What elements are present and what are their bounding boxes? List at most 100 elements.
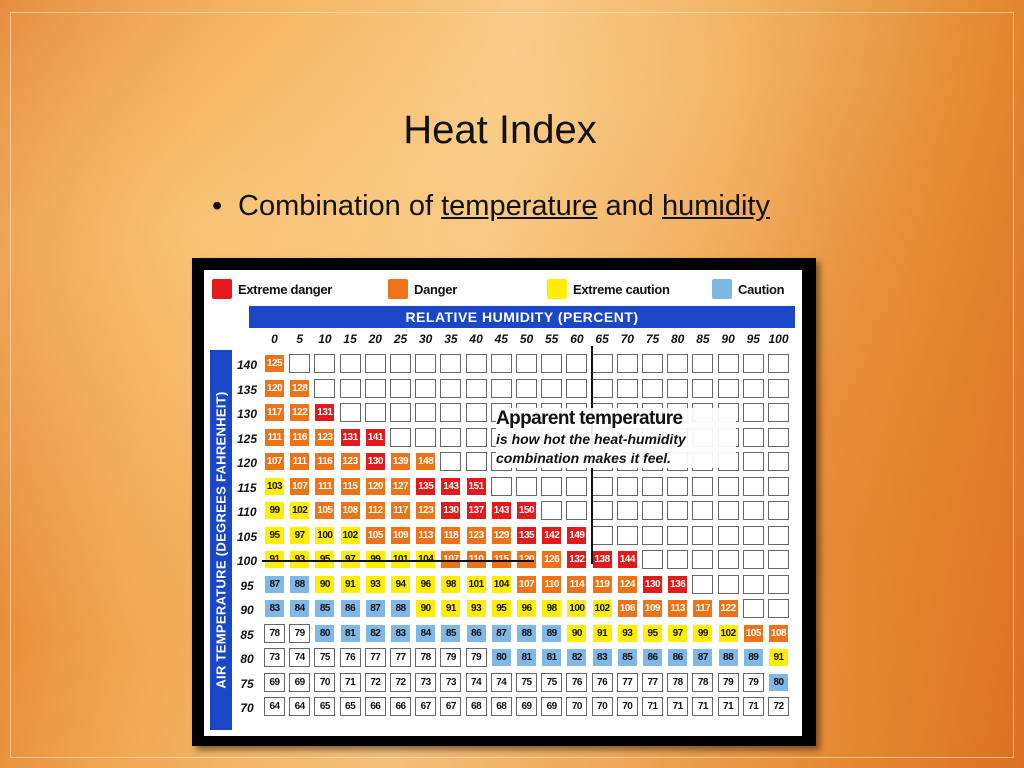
heat-index-cell: 101 [390, 550, 411, 569]
heat-index-cell: 102 [289, 501, 311, 520]
heat-index-cell: 99 [692, 623, 714, 643]
legend-extreme-caution: Extreme caution [547, 278, 670, 300]
heat-index-cell: 83 [264, 599, 285, 618]
heat-index-cell: 91 [768, 648, 789, 667]
heat-index-cell [465, 427, 487, 447]
heat-index-cell: 105 [742, 623, 764, 643]
humidity-tick: 40 [469, 332, 483, 346]
slide-frame [10, 12, 1014, 758]
heat-index-cell: 102 [591, 599, 613, 618]
heat-index-cell: 103 [264, 476, 285, 496]
heat-index-cell: 90 [415, 599, 437, 618]
temperature-tick: 135 [236, 382, 258, 397]
heat-index-cell [616, 525, 638, 545]
heat-index-cell [566, 378, 588, 398]
heat-index-cell: 70 [616, 697, 638, 716]
heat-index-cell: 70 [591, 697, 613, 716]
heat-index-cell: 67 [440, 697, 462, 716]
heat-index-cell: 95 [642, 623, 663, 643]
heat-index-cell: 69 [516, 697, 537, 716]
heat-index-cell [516, 378, 537, 398]
heat-index-cell [692, 501, 714, 520]
heat-index-cell [717, 525, 739, 545]
apparent-title: Apparent temperature [496, 408, 683, 429]
heat-index-cell: 100 [314, 525, 336, 545]
heat-index-cell [768, 403, 789, 422]
heat-index-cell: 77 [390, 648, 411, 667]
heat-index-cell [667, 550, 689, 569]
heat-index-cell [339, 354, 361, 373]
heat-index-cell [768, 574, 789, 594]
heat-index-cell [768, 452, 789, 471]
temperature-tick: 120 [236, 456, 258, 470]
heat-index-cell [768, 525, 789, 545]
heat-index-cell: 88 [717, 648, 739, 667]
temperature-tick: 90 [240, 603, 254, 617]
humidity-axis-title: RELATIVE HUMIDITY (PERCENT) [249, 306, 795, 328]
heat-index-cell: 114 [566, 574, 588, 594]
heat-index-cell: 144 [616, 550, 638, 569]
heat-index-cell: 116 [289, 427, 311, 447]
heat-index-cell [591, 525, 613, 545]
heat-index-cell: 91 [339, 574, 361, 594]
heat-index-cell: 93 [465, 599, 487, 618]
heat-index-cell: 85 [440, 623, 462, 643]
legend-label: Caution [738, 281, 785, 297]
heat-index-cell: 94 [390, 574, 411, 594]
heat-index-cell: 77 [364, 648, 386, 667]
heat-index-cell: 78 [667, 672, 689, 692]
heat-index-cell: 72 [390, 672, 411, 692]
heat-index-cell: 120 [516, 550, 537, 569]
heat-index-cell: 123 [415, 501, 437, 520]
heat-index-cell: 118 [440, 525, 462, 545]
heat-index-cell [289, 354, 311, 373]
legend-label: Extreme caution [573, 281, 670, 297]
heat-index-cell: 130 [440, 501, 462, 520]
heat-index-cell: 72 [364, 672, 386, 692]
heat-index-cell [440, 378, 462, 398]
heat-index-cell [642, 354, 663, 373]
heat-index-cell: 88 [390, 599, 411, 618]
heat-index-cell: 142 [541, 525, 563, 545]
heat-index-cell: 90 [566, 623, 588, 643]
heat-index-cell: 79 [440, 648, 462, 667]
heat-index-cell: 78 [692, 672, 714, 692]
humidity-link[interactable]: humidity [661, 190, 770, 222]
legend-label: Extreme danger [238, 281, 333, 297]
temperature-link[interactable]: temperature [441, 190, 598, 222]
heat-index-cell [390, 427, 411, 447]
heat-index-cell: 104 [415, 550, 437, 569]
humidity-tick: 75 [645, 332, 660, 346]
heat-index-cell: 86 [339, 599, 361, 618]
heat-index-cell: 93 [289, 550, 311, 569]
heat-index-cell: 120 [264, 378, 285, 398]
heat-index-cell [742, 550, 764, 569]
apparent-body-line2: combination makes it feel. [496, 450, 672, 466]
heat-index-cell [314, 378, 336, 398]
heat-index-cell [465, 452, 487, 471]
heat-index-cell: 71 [692, 697, 714, 716]
humidity-tick: 20 [368, 332, 382, 346]
heat-index-cell [616, 476, 638, 496]
heat-index-cell: 106 [616, 599, 638, 618]
humidity-tick: 45 [494, 332, 508, 346]
heat-index-cell [465, 378, 487, 398]
heat-index-cell [314, 354, 336, 373]
heat-index-cell [415, 427, 437, 447]
heat-index-cell: 111 [264, 427, 285, 447]
heat-index-cell: 126 [541, 550, 563, 569]
heat-index-cell: 86 [465, 623, 487, 643]
heat-index-cell: 127 [390, 476, 411, 496]
heat-index-cell: 108 [339, 501, 361, 520]
heat-index-cell: 67 [415, 697, 437, 716]
heat-index-cell [490, 378, 512, 398]
heat-index-cell: 119 [591, 574, 613, 594]
heat-index-cell: 143 [490, 501, 512, 520]
heat-index-cell [692, 550, 714, 569]
heat-index-cell [415, 378, 437, 398]
heat-index-cell: 75 [516, 672, 537, 692]
temperature-tick: 130 [236, 407, 258, 421]
heat-index-cell [390, 378, 411, 398]
heat-index-cell [490, 354, 512, 373]
humidity-tick: 65 [595, 332, 609, 346]
